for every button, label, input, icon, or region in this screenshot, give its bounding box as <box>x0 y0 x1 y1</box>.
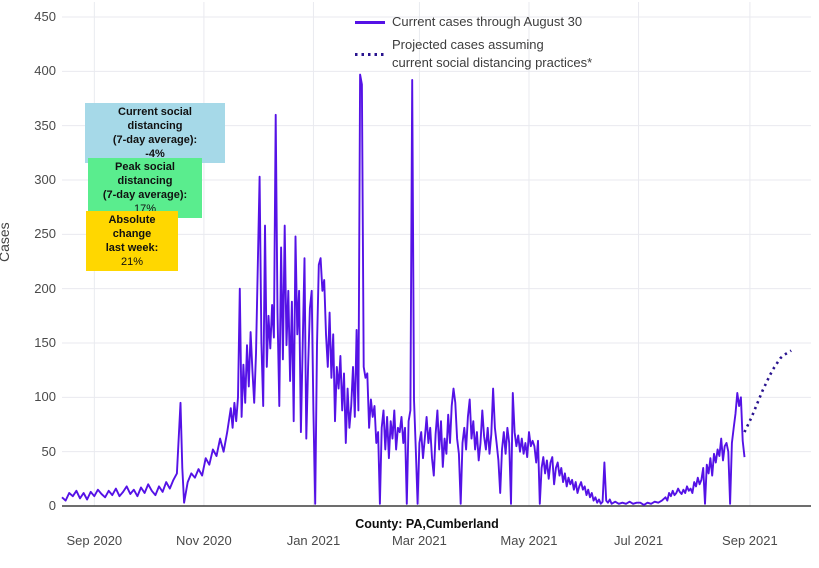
y-tick-label: 350 <box>34 117 56 133</box>
annotation-line: Peak social distancing <box>115 161 175 187</box>
x-tick-label: Nov 2020 <box>176 533 232 548</box>
annotation-line: (7-day average): <box>112 134 198 146</box>
legend-item-projected-cases[interactable]: Projected cases assuming current social … <box>355 36 592 72</box>
annotation-value: 21% <box>120 256 144 268</box>
annotation-absolute-change: Absolute change last week: 21% <box>86 211 178 271</box>
x-tick-label: Sep 2021 <box>722 533 778 548</box>
legend-text: Projected cases assuming <box>392 37 544 52</box>
y-tick-label: 100 <box>34 389 56 405</box>
y-tick-label: 250 <box>34 226 56 242</box>
solid-line-swatch-icon <box>355 20 385 24</box>
legend: Current cases through August 30 Projecte… <box>355 13 592 77</box>
x-tick-label: Jan 2021 <box>286 533 341 548</box>
y-tick-label: 50 <box>41 443 56 459</box>
annotation-line: last week: <box>105 242 159 254</box>
annotation-line: Absolute change <box>108 214 156 240</box>
dotted-line-swatch-icon <box>355 52 385 56</box>
legend-label-current-cases: Current cases through August 30 <box>392 13 582 31</box>
legend-item-current-cases[interactable]: Current cases through August 30 <box>355 13 592 31</box>
y-tick-label: 400 <box>34 63 56 79</box>
annotation-line: (7-day average): <box>102 189 188 201</box>
y-tick-label: 0 <box>48 498 56 513</box>
y-tick-label: 150 <box>34 335 56 350</box>
legend-text: current social distancing practices* <box>392 55 593 70</box>
annotation-line: Current social distancing <box>118 106 192 132</box>
x-tick-label: Jul 2021 <box>613 533 664 548</box>
projected-cases-line <box>743 349 792 433</box>
annotation-value: -4% <box>145 148 165 160</box>
annotation-peak-social-distancing: Peak social distancing (7-day average): … <box>88 158 202 218</box>
y-tick-label: 300 <box>34 172 56 187</box>
annotation-current-social-distancing: Current social distancing (7-day average… <box>85 103 225 163</box>
y-axis-title: Cases <box>0 222 12 262</box>
x-axis-title: County: PA,Cumberland <box>355 517 499 531</box>
legend-label-projected-cases: Projected cases assuming current social … <box>392 36 592 72</box>
current-cases-line <box>61 73 746 506</box>
x-tick-label: Sep 2020 <box>66 533 123 548</box>
y-tick-label: 200 <box>34 280 56 296</box>
y-tick-label: 450 <box>34 9 56 24</box>
legend-text: Current cases through August 30 <box>392 14 583 29</box>
x-tick-label: May 2021 <box>500 533 558 548</box>
x-tick-label: Mar 2021 <box>391 533 447 548</box>
